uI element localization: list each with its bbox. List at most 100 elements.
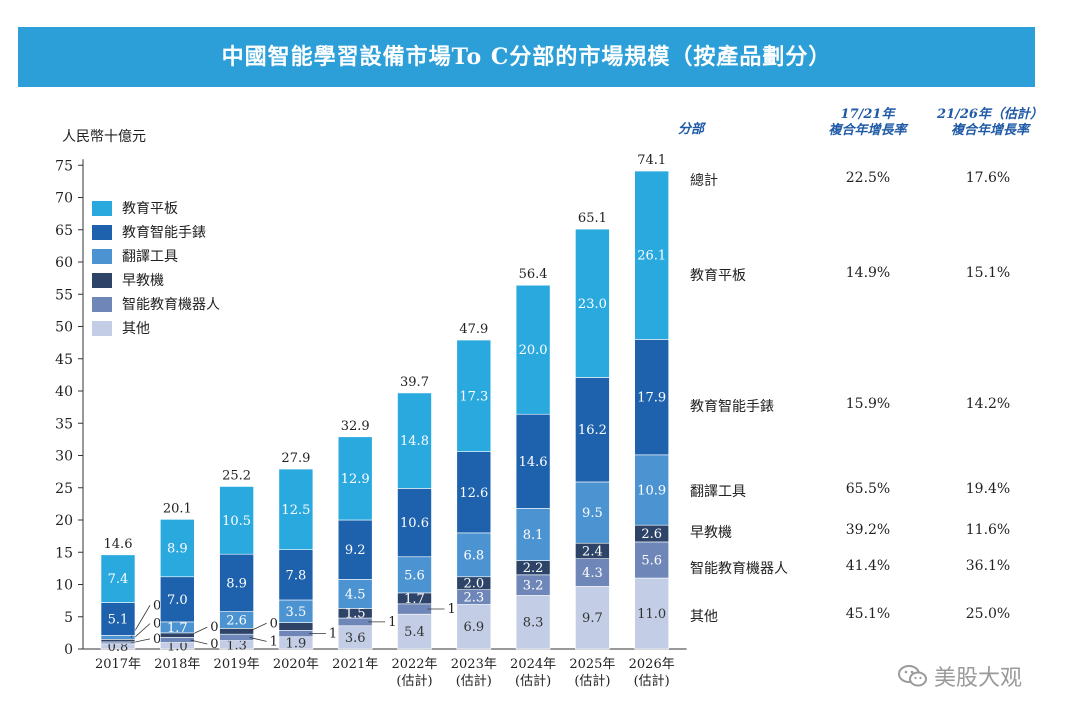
table-header-line: 21/26年（估計） xyxy=(937,107,1043,122)
data-label: 1.7 xyxy=(167,621,188,636)
table-cagr-2017-2021: 41.4% xyxy=(845,558,891,574)
bar-segment xyxy=(100,639,136,643)
total-label: 39.7 xyxy=(400,375,429,390)
data-label: 3.2 xyxy=(523,579,544,594)
data-label: 9.2 xyxy=(345,543,366,558)
callout-line xyxy=(190,639,208,645)
data-label: 10.5 xyxy=(222,514,251,529)
legend-label: 教育智能手錶 xyxy=(122,225,206,241)
data-label: 3.5 xyxy=(286,605,307,620)
data-label: 6.9 xyxy=(463,620,484,635)
total-label: 32.9 xyxy=(341,419,370,434)
x-tick-label: 2018年 xyxy=(154,657,200,672)
bar-segment xyxy=(100,554,136,603)
bar-segment xyxy=(634,170,670,340)
data-label: 2.3 xyxy=(463,591,484,606)
legend-item: 教育平板 xyxy=(92,196,220,220)
bar-segment xyxy=(515,595,551,650)
bar-segment xyxy=(397,613,432,650)
bar-segment xyxy=(515,413,551,509)
y-tick-label: 60 xyxy=(55,255,73,271)
data-label: 17.9 xyxy=(637,391,666,406)
legend-label: 智能教育機器人 xyxy=(122,297,220,313)
data-label: 1.9 xyxy=(286,636,307,651)
legend-swatch xyxy=(92,200,112,216)
watermark-text: 美股大观 xyxy=(934,666,1023,691)
data-label: 1.7 xyxy=(404,592,425,607)
y-tick-label: 55 xyxy=(55,287,73,303)
data-label: 8.9 xyxy=(167,542,188,557)
total-label: 14.6 xyxy=(104,537,133,552)
data-label: 17.3 xyxy=(459,389,488,404)
data-label: 4.3 xyxy=(582,566,603,581)
x-tick-label: 2026年 xyxy=(629,657,675,672)
x-tick-label: 2024年 xyxy=(510,657,556,672)
table-header-cagr-2017-2021: 17/21年 複合年增長率 xyxy=(805,107,930,139)
x-tick-label: 2021年 xyxy=(332,657,378,672)
table-cagr-2017-2021: 14.9% xyxy=(845,265,891,281)
y-tick-label: 70 xyxy=(55,191,73,207)
bar-segment xyxy=(100,635,136,640)
table-cagr-2021-2026: 17.6% xyxy=(965,170,1011,186)
table-cagr-2017-2021: 15.9% xyxy=(845,396,891,412)
data-label: 1.3 xyxy=(226,638,247,653)
table-segment-name: 總計 xyxy=(690,173,718,189)
data-label: 5.1 xyxy=(108,613,129,628)
bar-segment xyxy=(219,633,254,641)
bar-segment xyxy=(456,604,492,650)
data-label: 2.4 xyxy=(582,544,603,559)
y-tick-label: 75 xyxy=(55,158,73,174)
table-cagr-2021-2026: 14.2% xyxy=(965,396,1011,412)
data-label: 2.6 xyxy=(226,613,247,628)
bar-segment xyxy=(634,339,670,456)
table-segment-name: 智能教育機器人 xyxy=(690,561,788,577)
callout-line xyxy=(130,638,151,644)
data-label: 8.9 xyxy=(226,576,247,591)
x-tick-label: 2017年 xyxy=(95,657,141,672)
table-cagr-2021-2026: 36.1% xyxy=(965,558,1011,574)
data-label: 8.3 xyxy=(523,616,544,631)
x-tick-label: (估計) xyxy=(396,673,432,689)
table-segment-name: 翻譯工具 xyxy=(690,484,746,500)
data-label: 5.6 xyxy=(641,553,662,568)
data-label: 9.7 xyxy=(582,611,603,626)
bar-segment xyxy=(160,519,195,578)
bar-segment xyxy=(456,339,492,452)
table-segment-name: 早教機 xyxy=(690,525,732,541)
legend-swatch xyxy=(92,296,112,312)
x-tick-label: 2023年 xyxy=(451,657,497,672)
table-cagr-2021-2026: 25.0% xyxy=(965,606,1011,622)
legend-label: 翻譯工具 xyxy=(122,249,178,265)
data-label: 4.5 xyxy=(345,587,366,602)
table-cagr-2017-2021: 39.2% xyxy=(845,522,891,538)
y-tick-label: 25 xyxy=(55,481,73,497)
total-label: 74.1 xyxy=(637,153,666,168)
bar-segment xyxy=(515,284,551,415)
bar-segment xyxy=(100,602,136,636)
bar-segment xyxy=(278,468,314,550)
data-label: 14.8 xyxy=(400,434,429,449)
data-label: 26.1 xyxy=(637,249,666,264)
data-label: 2.6 xyxy=(641,527,662,542)
x-tick-label: (估計) xyxy=(574,673,610,689)
y-tick-label: 20 xyxy=(55,513,73,529)
total-label: 27.9 xyxy=(281,451,310,466)
legend-swatch xyxy=(92,224,112,240)
y-tick-label: 15 xyxy=(55,545,73,561)
x-tick-label: (估計) xyxy=(456,673,492,689)
data-label: 12.6 xyxy=(459,486,488,501)
x-tick-label: (估計) xyxy=(634,673,670,689)
title-banner: 中國智能學習設備市場To C分部的市場規模（按產品劃分） xyxy=(18,27,1035,87)
y-tick-label: 40 xyxy=(55,384,73,400)
x-tick-label: 2025年 xyxy=(569,657,615,672)
x-tick-label: 2020年 xyxy=(273,657,319,672)
table-header-line: 複合年增長率 xyxy=(828,123,907,138)
bar-segment xyxy=(160,637,195,643)
data-label: 5.6 xyxy=(404,568,425,583)
legend-item: 智能教育機器人 xyxy=(92,292,220,316)
wechat-icon xyxy=(898,665,927,687)
x-tick-label: (估計) xyxy=(515,673,551,689)
table-header-segment: 分部 xyxy=(678,122,705,137)
y-axis-unit-label: 人民幣十億元 xyxy=(62,129,146,145)
table-header-line: 17/21年 xyxy=(840,107,895,122)
